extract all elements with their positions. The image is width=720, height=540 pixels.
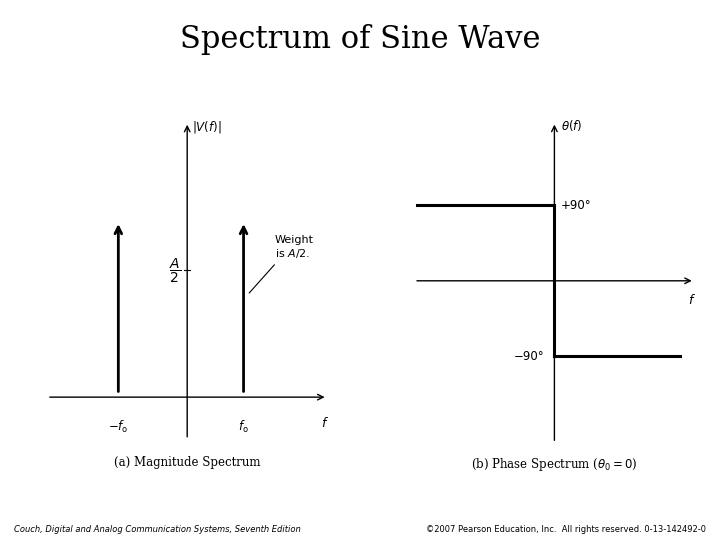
Text: Weight
is $A$/2.: Weight is $A$/2. [249, 235, 314, 293]
Text: $f$: $f$ [321, 416, 329, 430]
Text: (a) Magnitude Spectrum: (a) Magnitude Spectrum [114, 456, 261, 469]
Text: $f_{\mathrm{o}}$: $f_{\mathrm{o}}$ [238, 418, 249, 435]
Text: $|V(f)|$: $|V(f)|$ [192, 119, 222, 135]
Text: −90°: −90° [514, 349, 544, 363]
Text: (b) Phase Spectrum ($\theta_0 = 0$): (b) Phase Spectrum ($\theta_0 = 0$) [471, 456, 638, 473]
Text: +90°: +90° [561, 199, 591, 212]
Text: $f$: $f$ [688, 293, 696, 307]
Text: $\theta(f)$: $\theta(f)$ [561, 118, 582, 133]
Text: $\dfrac{A}{2}$: $\dfrac{A}{2}$ [168, 256, 181, 285]
Text: Couch, Digital and Analog Communication Systems, Seventh Edition: Couch, Digital and Analog Communication … [14, 524, 301, 534]
Text: ©2007 Pearson Education, Inc.  All rights reserved. 0-13-142492-0: ©2007 Pearson Education, Inc. All rights… [426, 524, 706, 534]
Text: $-f_{\mathrm{o}}$: $-f_{\mathrm{o}}$ [108, 418, 129, 435]
Text: Spectrum of Sine Wave: Spectrum of Sine Wave [180, 24, 540, 55]
